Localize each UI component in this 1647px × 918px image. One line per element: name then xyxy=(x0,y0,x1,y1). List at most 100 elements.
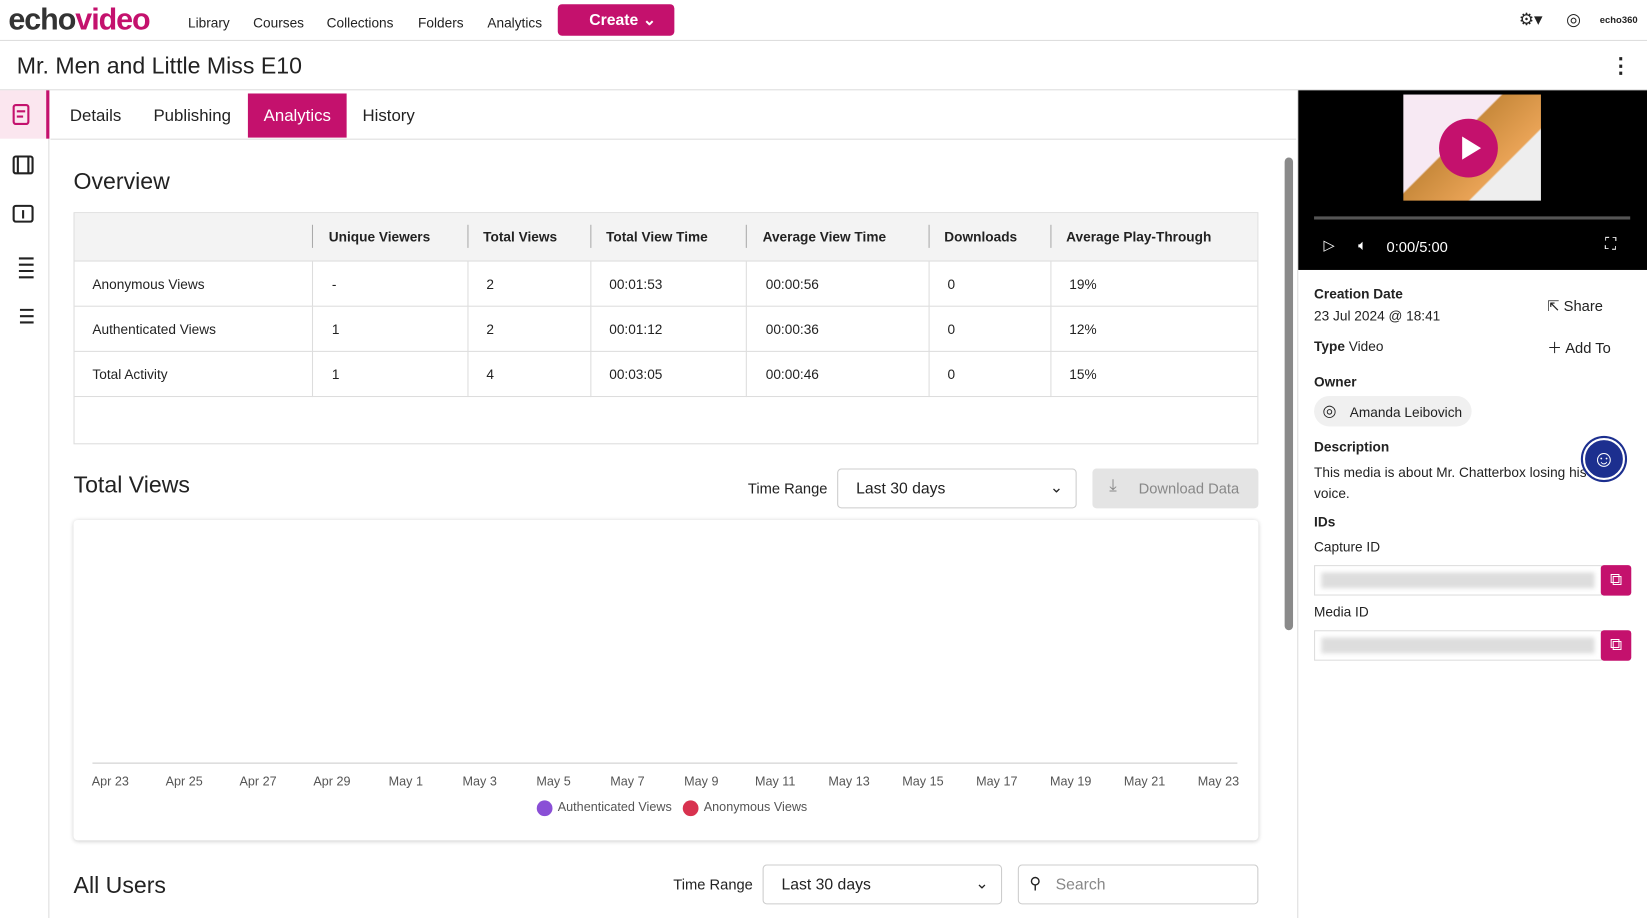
cell-border xyxy=(311,261,314,307)
tab-divider xyxy=(50,138,1297,140)
accessibility-button[interactable]: ☺ xyxy=(1582,438,1625,481)
time-range-select[interactable]: Last 30 days ⌄ xyxy=(837,468,1077,509)
scrollbar[interactable] xyxy=(1284,157,1294,631)
x-label: May 17 xyxy=(976,774,1018,789)
cell: 00:01:53 xyxy=(609,276,663,293)
progress-bar[interactable] xyxy=(1314,216,1631,220)
cell: - xyxy=(331,276,337,293)
x-label: May 21 xyxy=(1123,774,1166,789)
cell-border xyxy=(467,351,469,398)
copy-media-id[interactable]: ⧉ xyxy=(1600,630,1632,661)
column-separator xyxy=(311,224,314,248)
row-border xyxy=(74,396,1258,398)
cell: 00:00:56 xyxy=(765,276,819,293)
description-label: Description xyxy=(1314,439,1390,455)
play-overlay[interactable] xyxy=(1439,118,1498,178)
cell: 4 xyxy=(486,366,494,383)
cell: 12% xyxy=(1069,321,1097,338)
total-views-title: Total Views xyxy=(73,471,190,498)
creation-date: 23 Jul 2024 @ 18:41 xyxy=(1314,307,1441,324)
cell-border xyxy=(745,261,747,307)
column-header: Total Views xyxy=(483,228,558,245)
x-label: May 11 xyxy=(754,774,796,789)
nav-link[interactable]: Collections xyxy=(326,14,394,31)
panel-divider xyxy=(1297,90,1299,918)
logo-echo: echo xyxy=(8,3,76,37)
cell-border xyxy=(1050,306,1052,352)
legend-swatch xyxy=(682,800,699,817)
cell-border xyxy=(1050,351,1052,398)
cell: 0 xyxy=(947,366,956,383)
copy-capture-id[interactable]: ⧉ xyxy=(1600,565,1632,596)
top-nav xyxy=(0,0,1647,41)
tab[interactable]: Publishing xyxy=(153,107,231,125)
nav-link[interactable]: Courses xyxy=(253,14,305,31)
media-id-label: Media ID xyxy=(1314,603,1369,620)
search-placeholder: Search xyxy=(1055,876,1106,894)
fullscreen-button[interactable]: ⛶ xyxy=(1605,235,1617,254)
logo[interactable]: echovideo xyxy=(8,3,150,38)
x-axis xyxy=(92,762,1238,764)
x-label: May 1 xyxy=(388,774,423,789)
create-button[interactable]: Create ⌄ xyxy=(557,4,675,36)
search-input[interactable]: ⚲ Search xyxy=(1017,864,1259,905)
users-time-range-value: Last 30 days xyxy=(781,876,871,894)
owner-name: Amanda Leibovich xyxy=(1349,404,1463,421)
left-rail xyxy=(0,90,50,918)
chart-card xyxy=(74,520,1259,840)
tab[interactable]: Analytics xyxy=(247,93,347,138)
cell-border xyxy=(311,351,314,398)
x-label: May 23 xyxy=(1197,774,1240,789)
type-value: Video xyxy=(1348,338,1384,354)
users-time-range-label: Time Range xyxy=(673,876,753,893)
add-to-button[interactable]: ＋ Add To xyxy=(1547,339,1611,357)
legend-label[interactable]: Anonymous Views xyxy=(703,799,808,815)
nav-link[interactable]: Analytics xyxy=(487,14,543,31)
creation-date-label: Creation Date xyxy=(1314,285,1403,302)
users-time-range-select[interactable]: Last 30 days ⌄ xyxy=(762,864,1003,905)
cell-border xyxy=(467,261,469,307)
legend-label[interactable]: Authenticated Views xyxy=(557,799,672,815)
column-header: Unique Viewers xyxy=(328,228,431,245)
cell-border xyxy=(590,261,592,307)
play-button[interactable]: ▷ xyxy=(1323,236,1335,254)
more-menu[interactable]: ⋮ xyxy=(1610,54,1632,78)
table-header xyxy=(74,213,1258,262)
cell-border xyxy=(590,351,592,398)
cell-border xyxy=(928,351,930,398)
brand: echo360 xyxy=(1599,14,1638,26)
cell-border xyxy=(467,306,469,352)
rail-active[interactable] xyxy=(0,90,50,139)
capture-id-field[interactable] xyxy=(1314,565,1602,596)
owner-chip[interactable]: ◎ Amanda Leibovich xyxy=(1314,396,1472,427)
volume-button[interactable]: 🔈︎ xyxy=(1358,236,1367,254)
cell-border xyxy=(311,306,314,352)
cell-border xyxy=(590,306,592,352)
ids-label: IDs xyxy=(1314,513,1336,530)
download-button[interactable]: ⤓ Download Data xyxy=(1092,468,1259,509)
legend-swatch xyxy=(536,800,553,817)
x-label: Apr 25 xyxy=(165,774,203,789)
share-button[interactable]: ⇱ Share xyxy=(1547,297,1603,315)
tab[interactable]: Details xyxy=(69,107,122,125)
media-id-field[interactable] xyxy=(1314,630,1602,661)
column-separator xyxy=(928,224,930,248)
all-users-title: All Users xyxy=(73,871,166,899)
column-separator xyxy=(590,224,592,248)
row-label: Authenticated Views xyxy=(92,321,216,338)
tab[interactable]: History xyxy=(362,107,415,125)
nav-link[interactable]: Folders xyxy=(418,14,464,31)
rail-icons xyxy=(12,103,34,324)
column-separator xyxy=(1050,224,1052,248)
column-header: Total View Time xyxy=(606,228,708,245)
overview-table xyxy=(73,212,1259,445)
settings-icon[interactable]: ⚙▾ xyxy=(1518,11,1543,30)
header-divider xyxy=(0,89,1647,91)
cell: 15% xyxy=(1069,366,1097,383)
user-icon[interactable]: ◎ xyxy=(1566,11,1581,30)
nav-link[interactable]: Library xyxy=(188,14,230,31)
x-label: May 5 xyxy=(536,774,571,789)
row-border xyxy=(74,350,1258,352)
page-title: Mr. Men and Little Miss E10 xyxy=(16,52,302,79)
